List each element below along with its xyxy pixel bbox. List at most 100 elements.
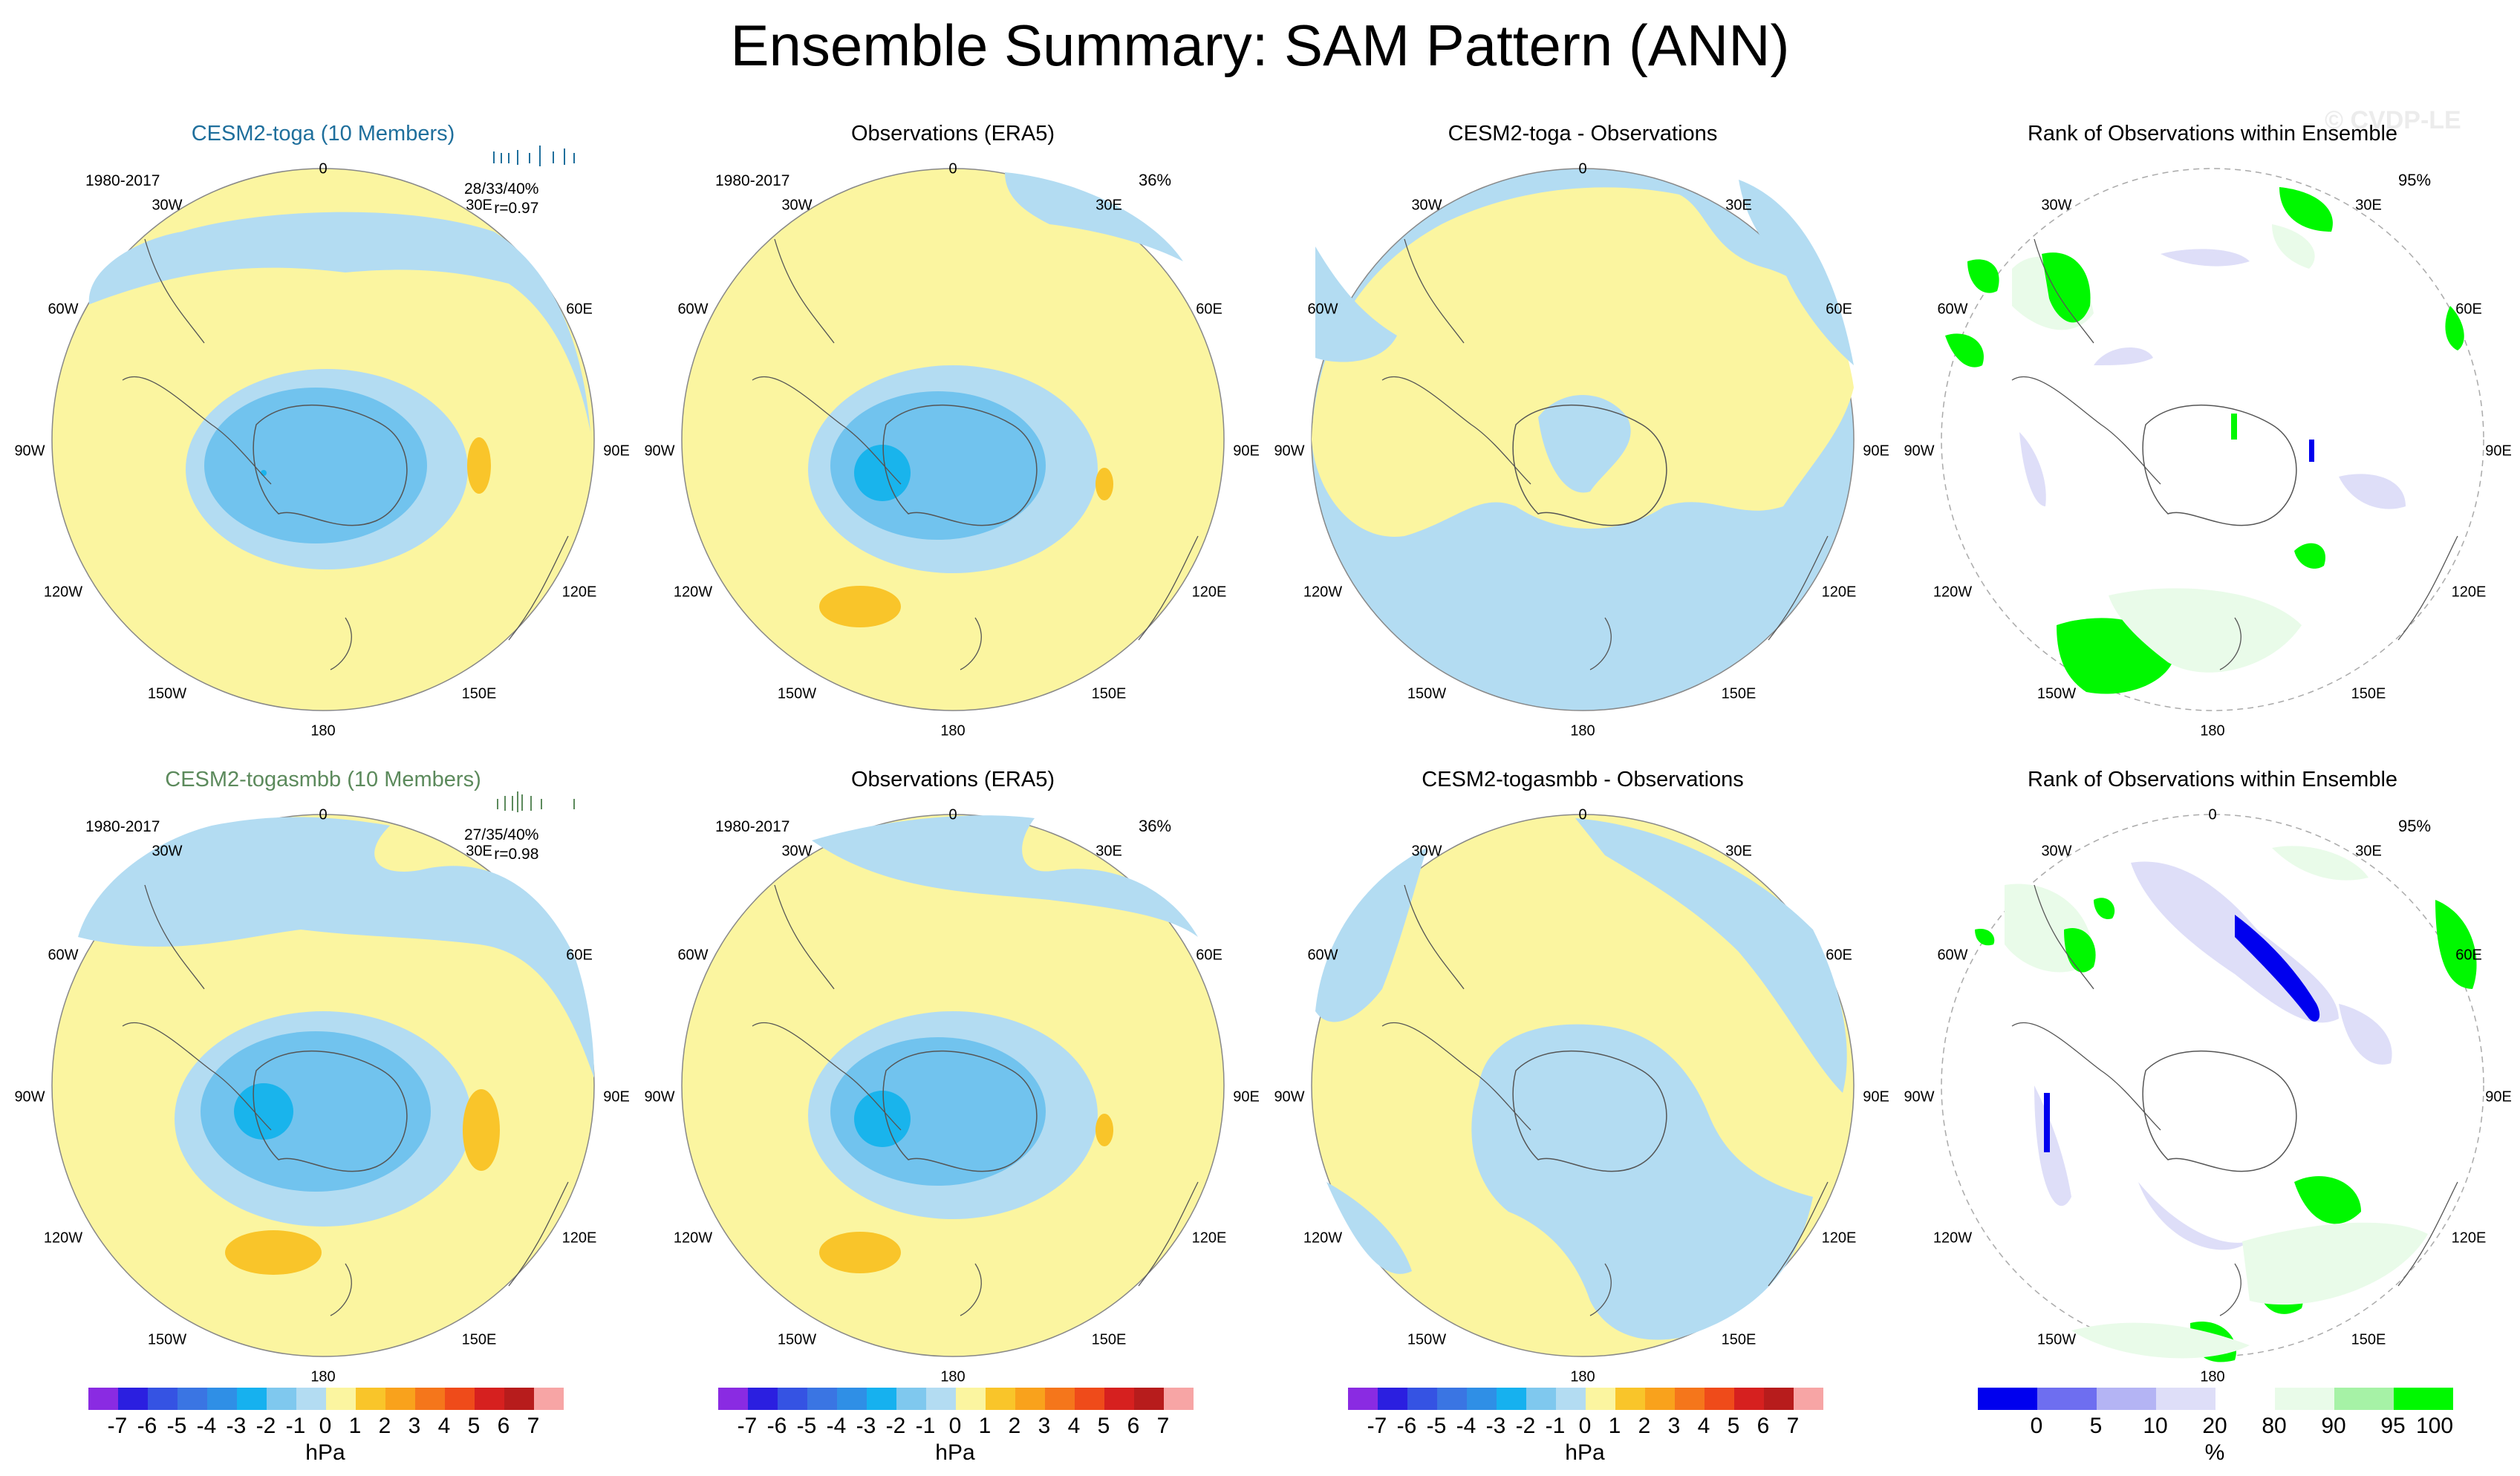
lon-label: 60E [1196,301,1222,318]
colorbar-tick-label: 1 [978,1414,992,1438]
colorbar-tick-label: 1 [1608,1414,1621,1438]
colorbar-tick-label: 6 [1127,1414,1140,1438]
percent-label: 36% [1139,817,1172,835]
colorbar-tick-label: 20 [2202,1414,2227,1438]
lon-label: 30W [2041,843,2072,860]
years-label: 1980-2017 [85,818,160,835]
polar-map [51,146,595,711]
colorbar-swatch [178,1388,207,1410]
stats-label: 28/33/40% r=0.97 [464,180,538,218]
colorbar-swatch [1705,1388,1734,1410]
colorbar-swatch [748,1388,778,1410]
lon-label: 120E [561,1230,597,1247]
lon-label: 60E [1826,947,1852,964]
lon-label: 150E [461,1331,497,1348]
colorbar-swatch [867,1388,896,1410]
panel-title: Observations (ERA5) [851,768,1055,791]
lon-label: 60W [1307,947,1338,964]
colorbar-tick-label: -4 [1456,1414,1476,1438]
lon-label: 0 [948,806,957,823]
percent-label: 95% [2398,171,2432,189]
lon-label: 30E [466,197,492,214]
polar-map [681,814,1225,1357]
colorbar-tick-label: -4 [826,1414,847,1438]
colorbar-swatch [807,1388,837,1410]
colorbar-swatch [385,1388,415,1410]
polar-map [1311,168,1855,711]
panel-title: CESM2-toga - Observations [1448,122,1718,146]
colorbar-swatch [1675,1388,1705,1410]
lon-label: 150E [1721,685,1756,702]
colorbar-swatch [1497,1388,1526,1410]
polar-map [1311,814,1855,1357]
lon-label: 120W [1933,584,1973,601]
lon-label: 60E [1826,301,1852,318]
colorbar-swatch [534,1388,564,1410]
lon-label: 90W [14,443,45,460]
lon-label: 120E [561,584,597,601]
lon-label: 30E [1725,843,1752,860]
rank-panel-row1: Rank of Observations within Ensemble 95%… [1904,120,2511,759]
polar-map [1941,168,2484,711]
colorbar-unit: hPa [1565,1440,1605,1465]
colorbar-tick-label: -1 [285,1414,306,1438]
colorbar-swatches [1978,1388,2453,1410]
colorbar-tick-label: -7 [737,1414,758,1438]
lon-label: 120E [2451,1230,2487,1247]
lon-label: 150E [461,685,497,702]
lon-label: 30W [152,197,183,214]
pattern-correlation: r=0.98 [494,846,539,863]
polar-map [1941,814,2484,1362]
colorbar-swatch [2215,1388,2275,1410]
colorbar-swatch [415,1388,445,1410]
lon-label: 30E [1725,197,1752,214]
colorbar-tick-label: 7 [527,1414,540,1438]
lon-label: 180 [940,1368,966,1385]
colorbar-swatch [1467,1388,1497,1410]
colorbar-tick-label: 5 [1097,1414,1110,1438]
colorbar-tick-label: -5 [796,1414,817,1438]
colorbar-tick-label: -5 [166,1414,187,1438]
colorbar-tick-label: 6 [1756,1414,1770,1438]
lon-label: 120W [673,584,713,601]
lon-label: 30E [1095,843,1122,860]
pressure-colorbar-2: -7 -6 -5 -4 -3 -2 -1 0 1 2 3 4 5 6 7 hPa [717,1387,1222,1476]
colorbar-tick-label: 4 [1697,1414,1710,1438]
colorbar-tick-label: 7 [1786,1414,1800,1438]
colorbar-swatch [1556,1388,1586,1410]
colorbar-tick-label: 2 [1008,1414,1021,1438]
colorbar-swatch [148,1388,178,1410]
lon-label: 150E [1091,685,1127,702]
lon-label: 90W [644,1088,675,1106]
colorbar-swatch [326,1388,356,1410]
lon-label: 90E [1233,443,1260,460]
colorbar-swatches [88,1388,564,1410]
colorbar-tick-label: 3 [408,1414,421,1438]
colorbar-swatch [1978,1388,2037,1410]
years-label: 1980-2017 [715,172,790,189]
model-panel-row2: CESM2-togasmbb (10 Members) 1980-2017 27… [14,766,629,1405]
lon-label: 30W [1411,843,1442,860]
lon-label: 90E [1863,443,1889,460]
colorbar-swatch [2275,1388,2334,1410]
colorbar-tick-label: 3 [1038,1414,1051,1438]
colorbar-tick-label: 0 [319,1414,332,1438]
colorbar-tick-label: 0 [1578,1414,1592,1438]
lon-label: 120E [2451,584,2487,601]
lon-label: 60E [566,301,593,318]
colorbar-swatch [475,1388,504,1410]
colorbar-swatch [237,1388,267,1410]
lon-label: 60W [48,301,79,318]
lon-label: 150W [777,685,817,702]
lon-label: 60W [677,947,709,964]
lon-label: 0 [2208,806,2217,823]
lon-label: 30W [152,843,183,860]
colorbar-swatch [2334,1388,2394,1410]
member-ticks [497,791,575,812]
lon-label: 90W [644,443,675,460]
colorbar-swatch [718,1388,748,1410]
diff-panel-row1: CESM2-toga - Observations 0 30E 60E 90E … [1274,120,1889,759]
colorbar-tick-label: -6 [137,1414,157,1438]
obs-panel-row1: Observations (ERA5) 1980-2017 36% 0 30E … [644,120,1259,759]
colorbar-swatch [118,1388,148,1410]
